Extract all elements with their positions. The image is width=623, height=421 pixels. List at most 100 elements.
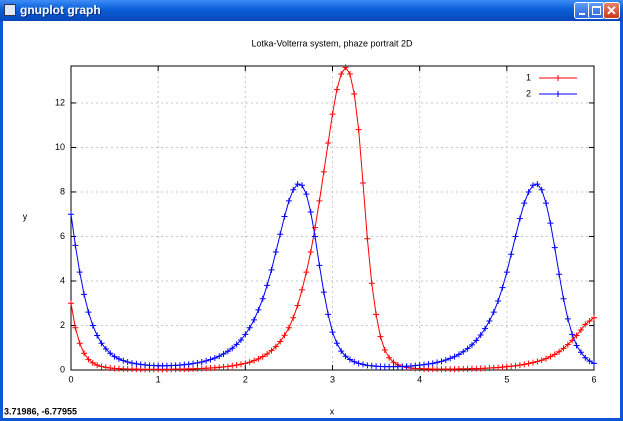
point-marker: [556, 348, 563, 355]
point-marker: [521, 200, 528, 207]
point-marker: [316, 262, 323, 269]
chart: Lotka-Volterra system, phaze portrait 2D…: [4, 38, 597, 416]
client-area: Lotka-Volterra system, phaze portrait 2D…: [3, 21, 620, 418]
point-marker: [281, 332, 288, 339]
point-marker: [242, 360, 249, 367]
point-marker: [342, 64, 349, 71]
point-marker: [525, 188, 532, 195]
point-marker: [381, 346, 388, 353]
point-marker: [133, 360, 140, 367]
point-marker: [68, 211, 74, 218]
point-marker: [76, 269, 83, 276]
point-marker: [355, 360, 362, 367]
y-tick-label: 0: [60, 364, 65, 374]
point-marker: [373, 311, 380, 318]
point-marker: [346, 356, 353, 363]
point-marker: [68, 300, 74, 307]
point-marker: [586, 318, 593, 325]
point-marker: [569, 331, 576, 338]
point-marker: [268, 347, 275, 354]
point-marker: [268, 266, 275, 273]
point-marker: [272, 343, 279, 350]
y-tick-label: 8: [60, 186, 65, 196]
plot-border: [70, 65, 595, 371]
point-marker: [577, 326, 584, 333]
point-marker: [338, 348, 345, 355]
point-marker: [194, 359, 201, 366]
x-tick-label: 3: [330, 374, 335, 384]
point-marker: [224, 348, 231, 355]
point-marker: [281, 213, 288, 220]
point-marker: [464, 345, 471, 352]
point-marker: [264, 282, 271, 289]
point-marker: [512, 233, 519, 240]
point-marker: [355, 126, 362, 133]
point-marker: [564, 341, 571, 348]
point-marker: [438, 358, 445, 365]
point-marker: [325, 311, 332, 318]
point-marker: [115, 355, 122, 362]
point-marker: [290, 186, 297, 193]
legend-label: 2: [526, 88, 531, 98]
point-marker: [577, 349, 584, 356]
point-marker: [490, 309, 497, 316]
point-marker: [551, 351, 558, 358]
point-marker: [368, 280, 375, 287]
x-axis-label: x: [330, 406, 335, 416]
x-tick-label: 6: [591, 374, 596, 384]
point-marker: [185, 361, 192, 368]
point-marker: [564, 315, 571, 322]
point-marker: [560, 345, 567, 352]
point-marker: [298, 182, 305, 189]
point-marker: [556, 271, 563, 278]
point-marker: [333, 86, 340, 93]
close-button[interactable]: ✕: [603, 2, 620, 19]
point-marker: [303, 191, 310, 198]
point-marker: [107, 350, 114, 357]
point-marker: [547, 353, 554, 360]
point-marker: [543, 355, 550, 362]
point-marker: [482, 325, 489, 332]
point-marker: [573, 332, 580, 339]
point-marker: [447, 355, 454, 362]
point-marker: [211, 354, 218, 361]
point-marker: [521, 361, 528, 368]
point-marker: [129, 360, 136, 367]
status-text: 3.71986, -6.77955: [4, 406, 77, 416]
x-tick-label: 1: [156, 374, 161, 384]
point-marker: [473, 337, 480, 344]
point-marker: [294, 181, 301, 188]
point-marker: [229, 345, 236, 352]
point-marker: [285, 197, 292, 204]
point-marker: [255, 306, 262, 313]
point-marker: [351, 91, 358, 98]
point-marker: [508, 251, 515, 258]
y-tick-label: 12: [55, 97, 65, 107]
point-marker: [320, 289, 327, 296]
point-marker: [547, 220, 554, 227]
point-marker: [582, 354, 589, 361]
title-bar: gnuplot graph ✕: [0, 0, 623, 21]
legend-marker: [555, 91, 561, 97]
legend-marker: [555, 75, 561, 81]
point-marker: [120, 357, 127, 364]
point-marker: [442, 356, 449, 363]
point-marker: [264, 350, 271, 357]
point-marker: [346, 71, 353, 78]
point-marker: [538, 357, 545, 364]
point-marker: [220, 350, 227, 357]
point-marker: [316, 197, 323, 204]
point-marker: [551, 244, 558, 251]
point-marker: [377, 333, 384, 340]
point-marker: [203, 357, 210, 364]
point-marker: [477, 332, 484, 339]
point-marker: [460, 348, 467, 355]
point-marker: [525, 360, 532, 367]
y-tick-label: 10: [55, 142, 65, 152]
point-marker: [94, 362, 101, 369]
x-tick-label: 4: [417, 374, 422, 384]
point-marker: [320, 168, 327, 175]
point-marker: [591, 314, 597, 321]
point-marker: [259, 353, 266, 360]
